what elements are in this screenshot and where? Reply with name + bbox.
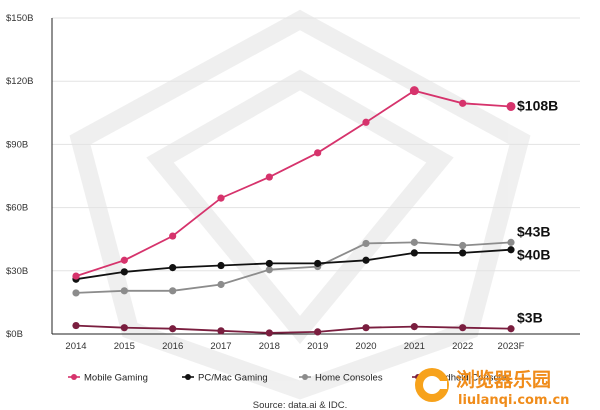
data-point: [506, 101, 516, 111]
series-line: [75, 89, 512, 277]
data-point: [410, 249, 418, 257]
data-point: [507, 246, 515, 254]
legend-item: Mobile Gaming: [68, 373, 148, 384]
data-point: [120, 268, 128, 276]
data-point: [72, 272, 80, 280]
x-tick-label: 2022: [452, 341, 473, 352]
grid-lines: [52, 17, 580, 335]
x-tick-label: 2021: [404, 341, 425, 352]
end-value-label: $3B: [517, 310, 543, 326]
data-point: [169, 264, 177, 272]
legend-label: Home Consoles: [315, 373, 383, 384]
end-value-label: $40B: [517, 247, 550, 263]
data-point: [362, 324, 370, 332]
watermark-text-url: liulanqi.com.cn: [458, 393, 569, 408]
data-point: [459, 249, 467, 257]
data-point: [314, 328, 322, 336]
data-point: [314, 259, 322, 268]
x-tick-label: 2016: [162, 341, 183, 352]
data-point: [169, 287, 177, 295]
legend-item: Home Consoles: [299, 373, 383, 384]
x-tick-label: 2019: [307, 341, 328, 352]
y-tick-label: $30B: [6, 266, 28, 277]
legend-swatch-dot: [71, 374, 77, 380]
data-point: [217, 194, 225, 202]
series-pc-mac-gaming: [72, 246, 515, 283]
data-point: [265, 266, 273, 274]
data-point: [217, 327, 225, 335]
end-value-label: $43B: [517, 223, 550, 239]
data-point: [362, 239, 370, 248]
data-point: [265, 173, 273, 181]
y-tick-label: $120B: [6, 76, 33, 87]
data-point: [410, 238, 418, 246]
data-point: [120, 324, 128, 332]
y-tick-label: $90B: [6, 139, 28, 150]
data-point: [72, 289, 80, 297]
x-axis: 2014 2015 2016 2017 2018 2019 2020 2021 2022 2023…: [52, 333, 580, 352]
data-point: [120, 287, 128, 295]
legend-swatch-dot: [185, 374, 191, 380]
data-point: [265, 329, 273, 337]
legend-item: PC/Mac Gaming: [182, 373, 268, 384]
background-logo-shape: [69, 9, 531, 400]
x-tick-label: 2020: [355, 341, 376, 352]
data-point: [217, 261, 225, 270]
data-point: [217, 280, 225, 289]
legend-label: PC/Mac Gaming: [198, 373, 268, 384]
data-point: [120, 256, 128, 264]
data-point: [169, 232, 177, 240]
data-point: [72, 321, 80, 330]
watermark-logo-icon: [415, 368, 449, 402]
data-point: [362, 118, 370, 126]
legend-swatch-dot: [302, 374, 308, 380]
end-value-label: $108B: [517, 97, 558, 113]
data-point: [265, 259, 273, 268]
x-tick-label: 2023F: [498, 341, 525, 352]
data-point: [410, 323, 418, 331]
watermark: 浏览器乐园 liulanqi.com.cn: [415, 368, 569, 408]
data-point: [409, 86, 419, 96]
end-labels: $3B $43B $40B $108B: [517, 97, 558, 325]
series-line: [75, 324, 512, 334]
x-tick-label: 2014: [65, 341, 86, 352]
series-line: [75, 248, 512, 281]
data-point: [507, 325, 515, 333]
data-point: [362, 256, 370, 264]
x-tick-label: 2018: [259, 341, 280, 352]
y-tick-label: $0B: [6, 329, 23, 340]
series-handheld-consoles: [72, 321, 515, 337]
legend-label: Handheld Consoles: [428, 373, 511, 384]
y-axis: $0B $30B $60B $90B $120B $150B: [6, 13, 53, 340]
source-note: Source: data.ai & IDC.: [253, 400, 348, 410]
y-tick-label: $60B: [6, 203, 28, 214]
data-point: [169, 325, 177, 333]
y-tick-label: $150B: [6, 13, 33, 24]
series-layer: [72, 86, 516, 337]
series-mobile-gaming: [72, 86, 516, 280]
series-home-consoles: [72, 238, 515, 297]
legend-label: Mobile Gaming: [84, 373, 148, 384]
watermark-text-cn: 浏览器乐园: [456, 368, 551, 391]
data-point: [459, 324, 467, 332]
series-line: [75, 241, 512, 294]
x-tick-label: 2017: [210, 341, 231, 352]
x-tick-label: 2015: [114, 341, 135, 352]
data-point: [459, 241, 467, 250]
data-point: [314, 149, 322, 157]
data-point: [459, 99, 467, 107]
data-point: [507, 238, 515, 246]
